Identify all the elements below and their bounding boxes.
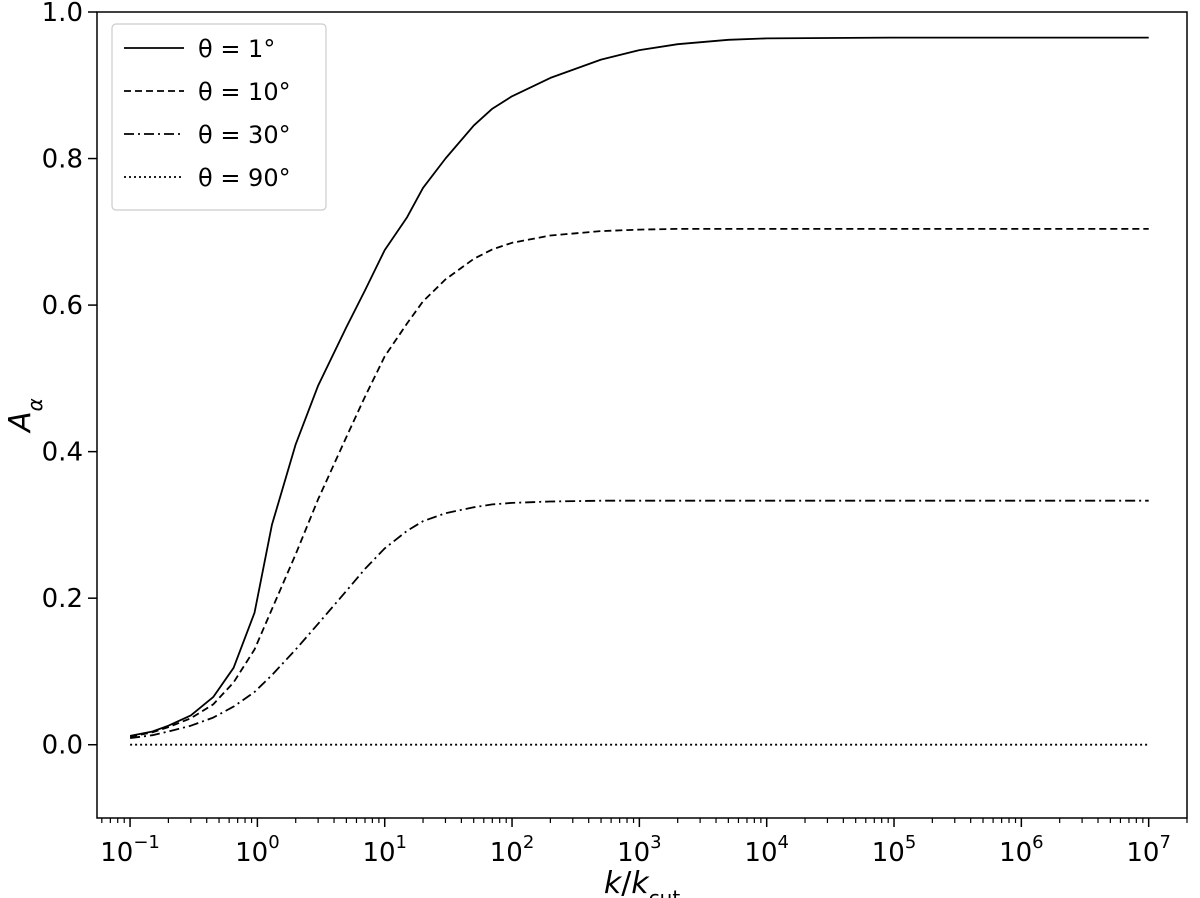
x-tick-exponent: 1 <box>396 832 407 853</box>
x-tick-exponent: −1 <box>133 832 160 853</box>
x-tick-label: 102 <box>490 832 535 868</box>
x-axis-label: k/kcut <box>604 866 681 898</box>
series-line-2 <box>129 227 1149 738</box>
x-tick-label: 105 <box>872 832 917 868</box>
y-tick-label: 0.2 <box>42 584 83 614</box>
x-tick-base: 10 <box>100 838 133 868</box>
series-line-1 <box>129 36 1149 737</box>
x-tick-exponent: 6 <box>1032 832 1043 853</box>
x-tick-base: 10 <box>362 838 395 868</box>
y-tick-label: 1.0 <box>42 0 83 28</box>
x-tick-label: 106 <box>999 832 1044 868</box>
x-tick-base: 10 <box>1126 838 1159 868</box>
legend-label-3: θ = 30° <box>198 121 291 149</box>
y-axis-ticks: 0.0 0.2 0.4 0.6 0.8 1.0 <box>42 0 97 761</box>
x-tick-base: 10 <box>235 838 268 868</box>
y-tick-label: 0.8 <box>42 145 83 175</box>
legend-label-4: θ = 90° <box>198 164 291 192</box>
x-axis-ticks: 10−1 100 101 102 103 104 105 106 107 <box>100 818 1188 868</box>
x-tick-label: 103 <box>617 832 662 868</box>
x-tick-exponent: 4 <box>778 832 789 853</box>
series-layer <box>129 36 1149 746</box>
legend-box <box>111 23 327 211</box>
y-axis-label: Aα <box>3 398 47 434</box>
x-tick-label: 100 <box>235 832 280 868</box>
x-tick-label: 101 <box>362 832 407 868</box>
series-line-3 <box>129 499 1149 739</box>
y-tick-label: 0.4 <box>42 438 83 468</box>
x-tick-label: 10−1 <box>100 832 160 868</box>
x-tick-base: 10 <box>617 838 650 868</box>
legend-label-2: θ = 10° <box>198 78 291 106</box>
x-tick-label: 104 <box>744 832 789 868</box>
x-tick-exponent: 0 <box>268 832 279 853</box>
x-tick-base: 10 <box>999 838 1032 868</box>
x-tick-base: 10 <box>872 838 905 868</box>
y-tick-label: 0.0 <box>42 731 83 761</box>
plot-frame <box>96 11 1188 819</box>
x-tick-base: 10 <box>490 838 523 868</box>
y-tick-label: 0.6 <box>42 291 83 321</box>
x-tick-exponent: 2 <box>523 832 534 853</box>
x-tick-exponent: 7 <box>1159 832 1170 853</box>
x-tick-label: 107 <box>1126 832 1171 868</box>
x-tick-exponent: 5 <box>905 832 916 853</box>
x-tick-base: 10 <box>744 838 777 868</box>
x-tick-exponent: 3 <box>650 832 661 853</box>
legend-label-1: θ = 1° <box>198 35 275 63</box>
legend: θ = 1° θ = 10° θ = 30° θ = 90° <box>111 23 327 211</box>
